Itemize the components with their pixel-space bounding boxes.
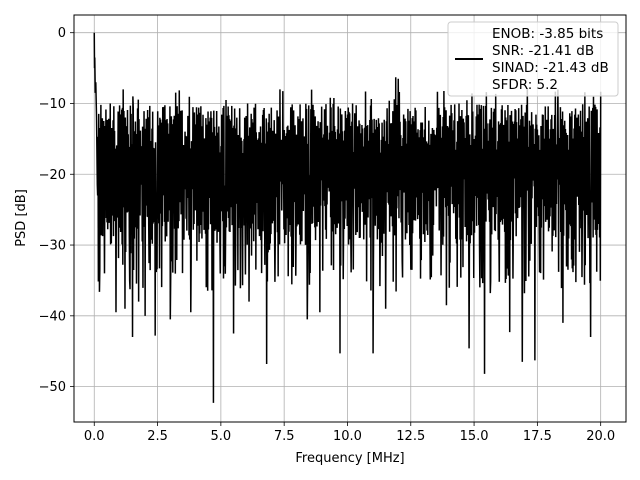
y-axis-label: PSD [dB] (14, 189, 29, 247)
axes-frame (73, 14, 627, 423)
x-tick-label: 5.0 (211, 429, 232, 444)
psd-series-line (93, 32, 602, 403)
y-tick-label: −10 (39, 97, 66, 112)
x-tick-label: 0.0 (84, 429, 105, 444)
x-axis-label: Frequency [MHz] (295, 451, 404, 466)
y-tick-label: −40 (39, 309, 66, 324)
legend-snr: SNR: -21.41 dB (492, 43, 594, 59)
x-tick-label: 12.5 (396, 429, 425, 444)
x-tick-label: 10.0 (333, 429, 362, 444)
x-tick-label: 20.0 (586, 429, 615, 444)
x-tick-label: 17.5 (523, 429, 552, 444)
legend-enob: ENOB: -3.85 bits (492, 26, 603, 42)
x-tick-label: 2.5 (147, 429, 168, 444)
y-tick-label: −20 (39, 168, 66, 183)
legend-box (447, 21, 619, 97)
y-tick-label: −30 (39, 239, 66, 254)
axis-ticks: 0.0 2.5 5.0 7.5 10.0 12.5 15.0 17.5 20.0 0 −10 −20 −… (39, 26, 616, 444)
legend: ENOB: -3.85 bits SNR: -21.41 dB SINAD: -… (447, 21, 619, 97)
legend-sinad: SINAD: -21.43 dB (492, 60, 609, 76)
x-tick-label: 15.0 (460, 429, 489, 444)
y-tick-label: 0 (58, 26, 66, 41)
plot-area (93, 32, 602, 403)
legend-sfdr: SFDR: 5.2 (492, 77, 558, 93)
x-tick-label: 7.5 (274, 429, 295, 444)
y-tick-label: −50 (39, 380, 66, 395)
